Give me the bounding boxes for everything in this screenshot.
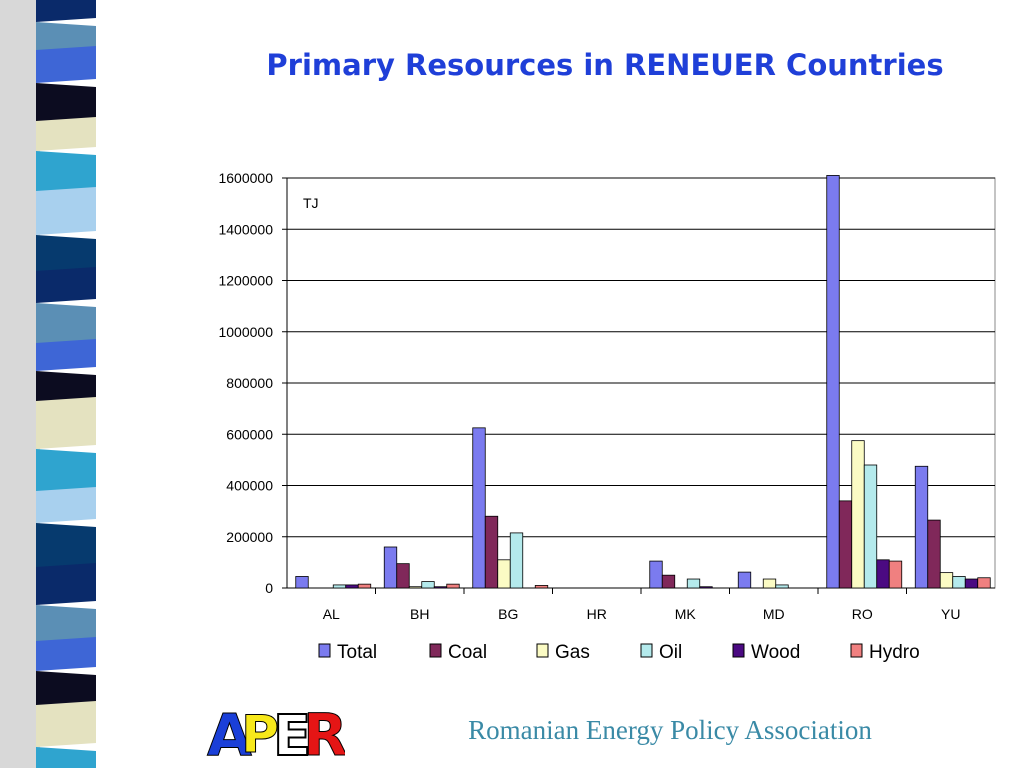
bar-hydro-al	[357, 583, 372, 588]
svg-text:P: P	[241, 705, 279, 760]
bar-wood-bh	[433, 586, 448, 588]
strip-segment	[36, 117, 96, 151]
aper-logo: A P E R	[207, 701, 346, 761]
bar-wood-yu	[964, 578, 979, 588]
x-tick-label: YU	[941, 606, 960, 622]
strip-segment	[36, 371, 96, 405]
x-tick-label: HR	[587, 606, 607, 622]
bar-oil-bg	[509, 532, 524, 588]
legend-label-gas: Gas	[555, 642, 590, 663]
bar-total-md	[737, 571, 752, 588]
bar-hydro-bg	[534, 585, 549, 588]
bar-coal-bh	[396, 563, 410, 588]
strip-segment	[36, 487, 96, 523]
bar-oil-bh	[421, 581, 435, 588]
bar-wood-ro	[876, 559, 890, 588]
strip-segment	[36, 637, 96, 671]
strip-segment	[36, 523, 96, 571]
strip-segment	[36, 605, 96, 645]
legend-swatch-total	[318, 643, 331, 658]
bar-coal-ro	[838, 500, 853, 588]
svg-text:E: E	[273, 704, 311, 760]
strip-segment	[36, 303, 96, 347]
x-tick-label: BG	[498, 606, 518, 622]
x-tick-label: AL	[323, 606, 340, 622]
strip-segment	[36, 235, 96, 275]
legend-label-coal: Coal	[448, 642, 487, 663]
strip-segment	[36, 449, 96, 495]
decorative-side-strip	[0, 0, 118, 768]
legend-swatch-coal	[429, 643, 442, 658]
bar-gas-ro	[851, 440, 865, 588]
strip-segment	[36, 563, 96, 605]
y-tick-label: 1200000	[218, 273, 273, 289]
bar-total-mk	[649, 560, 663, 588]
bar-gas-bg	[497, 559, 511, 588]
bar-oil-md	[775, 584, 789, 588]
bar-coal-bg	[484, 515, 499, 588]
legend-label-hydro: Hydro	[869, 642, 920, 663]
bar-coal-mk	[661, 574, 676, 588]
strip-segment	[36, 267, 96, 303]
bar-hydro-bh	[446, 583, 460, 588]
x-tick-label: RO	[852, 606, 873, 622]
strip-segment	[36, 397, 96, 449]
strip-shadow	[0, 0, 40, 768]
bar-wood-mk	[699, 586, 713, 588]
slide-title: Primary Resources in RENEUER Countries	[266, 48, 944, 82]
strip-segment	[36, 701, 96, 747]
strip-segment	[36, 747, 96, 768]
y-tick-label: 400000	[226, 478, 273, 494]
y-tick-label: 800000	[226, 375, 273, 391]
bar-hydro-yu	[977, 577, 991, 588]
svg-text:R: R	[303, 701, 345, 760]
legend-label-oil: Oil	[659, 642, 682, 663]
bar-total-bh	[383, 546, 398, 588]
x-tick-label: MD	[763, 606, 785, 622]
bar-total-ro	[826, 175, 840, 588]
x-tick-label: BH	[410, 606, 429, 622]
y-tick-label: 200000	[226, 529, 273, 545]
strip-segment	[36, 671, 96, 709]
bar-total-al	[295, 576, 309, 588]
legend-swatch-hydro	[850, 643, 863, 658]
strip-segment	[36, 22, 96, 54]
strip-segment	[36, 46, 96, 83]
strip-segment	[36, 151, 96, 195]
legend-label-total: Total	[337, 642, 377, 663]
y-tick-label: 0	[265, 580, 273, 596]
y-tick-label: 600000	[226, 426, 273, 442]
bar-coal-yu	[927, 519, 941, 588]
y-tick-label: 1400000	[218, 221, 273, 237]
bar-gas-md	[762, 578, 777, 588]
strip-segment	[36, 83, 96, 125]
y-tick-label: 1000000	[218, 324, 273, 340]
bar-oil-yu	[952, 576, 966, 588]
strip-segment	[36, 339, 96, 371]
y-tick-label: 1600000	[218, 170, 273, 186]
legend-swatch-wood	[732, 643, 745, 658]
bar-total-yu	[914, 465, 929, 588]
bar-oil-ro	[863, 464, 878, 588]
strip-segment	[36, 187, 96, 235]
legend-swatch-gas	[536, 643, 549, 658]
legend-label-wood: Wood	[751, 642, 800, 663]
svg-text:A: A	[207, 701, 252, 760]
bar-total-bg	[472, 427, 486, 588]
x-tick-label: MK	[675, 606, 697, 622]
unit-label: TJ	[303, 195, 319, 211]
bar-gas-yu	[939, 572, 954, 588]
bar-oil-al	[332, 584, 347, 588]
bar-oil-mk	[686, 578, 701, 588]
footer-organization: Romanian Energy Policy Association	[468, 715, 872, 745]
bar-hydro-ro	[888, 560, 903, 588]
bar-wood-al	[345, 584, 359, 588]
strip-segment	[36, 0, 96, 22]
bar-gas-bh	[408, 586, 423, 588]
legend-swatch-oil	[640, 643, 653, 658]
